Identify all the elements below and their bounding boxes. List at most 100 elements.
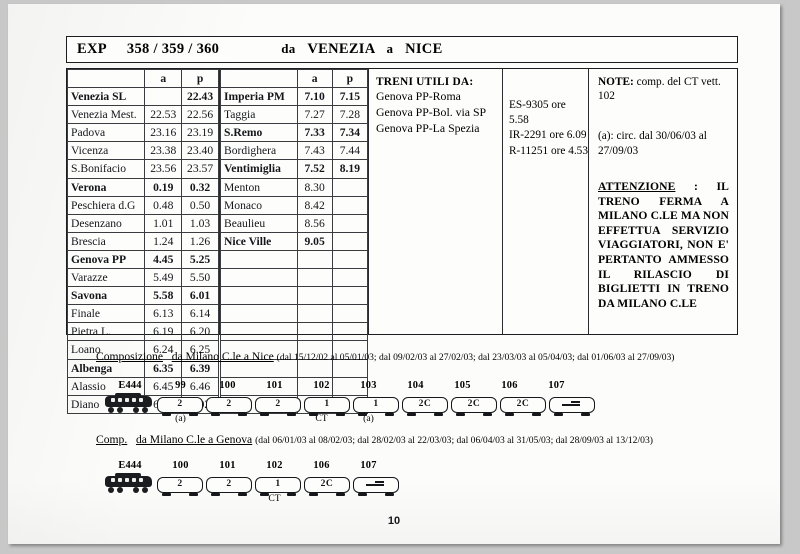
table-row[interactable]: Genova PP 4.45 5.25 — [66, 249, 219, 270]
left-stops-section: a p Venezia SL 22.43 Venezia Mest. 22.53 22.56… — [66, 68, 220, 414]
stop-name: Varazze — [66, 268, 146, 288]
locomotive-icon — [103, 473, 155, 493]
departure-time: 5.50 — [181, 268, 219, 288]
route-from-word: da — [281, 41, 296, 56]
table-row[interactable]: Taggia 7.27 7.28 — [220, 105, 369, 125]
table-row-empty — [220, 340, 369, 360]
arrival-time: 6.19 — [144, 322, 183, 342]
carriage-class: 2 — [226, 398, 232, 409]
table-row[interactable]: Verona 0.19 0.32 — [66, 177, 219, 197]
stop-name: Padova — [66, 123, 146, 143]
departure-column-header: p — [181, 68, 219, 89]
carriage[interactable]: 2C — [451, 397, 497, 416]
table-row[interactable]: Peschiera d.G 0.48 0.50 — [66, 195, 219, 215]
table-row[interactable]: Brescia 1.24 1.26 — [66, 231, 219, 251]
car-annotation-row: (a) CT (a) — [103, 413, 598, 426]
arrival-time: 5.58 — [144, 286, 183, 306]
stop-name: Verona — [66, 177, 146, 197]
car-number: 101 — [266, 380, 283, 391]
stop-name — [220, 304, 298, 324]
arrival-column-header: a — [296, 68, 333, 89]
table-row[interactable]: Menton 8.30 — [220, 177, 369, 197]
stop-name: Savona — [66, 286, 146, 306]
note-text: comp. del CT vett. 102 — [598, 76, 721, 102]
connections-routes-list: Genova PP-Roma Genova PP-Bol. via SP Genov… — [369, 88, 502, 137]
carriage-class: 2C — [516, 398, 530, 409]
carriage[interactable]: 2 — [157, 477, 203, 496]
table-row[interactable]: Beaulieu 8.56 — [220, 213, 369, 233]
car-number: 100 — [172, 460, 189, 471]
car-number: 101 — [219, 460, 236, 471]
carriage[interactable]: 1 — [255, 477, 301, 496]
sleeper-berth-icon[interactable] — [353, 477, 399, 496]
composition-caption-1: Composizione da Milano C.le a Nice (dal … — [96, 350, 675, 363]
arrival-column-header: a — [144, 68, 183, 89]
carriage[interactable]: 2 — [206, 477, 252, 496]
table-row[interactable]: Pietra L. 6.19 6.20 — [66, 322, 219, 342]
table-row[interactable]: Monaco 8.42 — [220, 195, 369, 215]
stop-name: Albenga — [66, 358, 146, 378]
route-to-word: a — [386, 41, 394, 56]
stop-name: Venezia Mest. — [66, 105, 146, 125]
table-row[interactable]: Bordighera 7.43 7.44 — [220, 141, 369, 161]
departure-time: 1.26 — [181, 231, 219, 251]
carriage-class: 2C — [320, 478, 334, 489]
arrival-time — [296, 286, 333, 306]
table-row[interactable]: Desenzano 1.01 1.03 — [66, 213, 219, 233]
departure-time: 6.25 — [181, 340, 219, 360]
arrival-time — [296, 304, 333, 324]
arrival-time: 6.13 — [144, 304, 183, 324]
table-row[interactable]: Savona 5.58 6.01 — [66, 286, 219, 306]
arrival-time: 8.30 — [296, 177, 333, 197]
departure-time: 6.20 — [181, 322, 219, 342]
table-row[interactable]: Alassio 6.45 6.46 — [66, 376, 219, 396]
table-row-empty — [220, 358, 369, 378]
carriage[interactable]: 2C — [402, 397, 448, 416]
table-row[interactable]: Nice Ville 9.05 — [220, 231, 369, 251]
table-row[interactable]: Imperia PM 7.10 7.15 — [220, 87, 369, 107]
departure-column-header: p — [331, 68, 369, 89]
sleeper-berth-icon[interactable] — [549, 397, 595, 416]
warning-text: : IL TRENO FERMA A MILANO C.LE MA NON EF… — [598, 180, 729, 310]
car-number: 100 — [219, 380, 236, 391]
left-stops-table: a p Venezia SL 22.43 Venezia Mest. 22.53 22.56… — [66, 68, 219, 414]
right-stops-section: a p Imperia PM 7.10 7.15 Taggia 7.27 7.28 S.Remo… — [220, 68, 369, 414]
carriage[interactable]: 2C — [500, 397, 546, 416]
departure-time: 22.56 — [181, 105, 219, 125]
carriage[interactable]: 1 — [353, 397, 399, 416]
carriage[interactable]: 1 — [304, 397, 350, 416]
stop-name: Pietra L. — [66, 322, 146, 342]
table-row[interactable]: Ventimiglia 7.52 8.19 — [220, 159, 369, 179]
train-composition-diagram-2: E444 100 101 102 106 107 2 2 1 2C CT — [103, 460, 402, 506]
stop-name — [220, 268, 298, 288]
carriage-class: 1 — [324, 398, 330, 409]
table-row[interactable]: S.Remo 7.33 7.34 — [220, 123, 369, 143]
carriage[interactable]: 2 — [157, 397, 203, 416]
notes-section: NOTE: comp. del CT vett. 102 (a): circ. … — [589, 69, 737, 334]
arrival-time: 7.10 — [296, 87, 333, 107]
stop-name: Finale — [66, 304, 146, 324]
table-row[interactable]: Vicenza 23.38 23.40 — [66, 141, 219, 161]
departure-time: 8.19 — [331, 159, 369, 179]
table-row[interactable]: Varazze 5.49 5.50 — [66, 268, 219, 288]
carriage[interactable]: 2 — [255, 397, 301, 416]
carriage[interactable]: 2C — [304, 477, 350, 496]
departure-time — [331, 213, 369, 233]
car-number: 99 — [175, 380, 186, 391]
carriage-class: 1 — [373, 398, 379, 409]
table-row[interactable]: Venezia SL 22.43 — [66, 87, 219, 107]
carriage[interactable]: 2 — [206, 397, 252, 416]
departure-time: 0.32 — [181, 177, 219, 197]
table-row[interactable]: S.Bonifacio 23.56 23.57 — [66, 159, 219, 179]
arrival-time — [296, 268, 333, 288]
table-row[interactable]: Albenga 6.35 6.39 — [66, 358, 219, 378]
table-row-empty — [220, 304, 369, 324]
table-row[interactable]: Finale 6.13 6.14 — [66, 304, 219, 324]
stop-name: S.Bonifacio — [66, 159, 146, 179]
car-row: 2 2 2 1 1 2C 2C 2C — [103, 393, 598, 416]
table-row[interactable]: Venezia Mest. 22.53 22.56 — [66, 105, 219, 125]
table-row[interactable]: Padova 23.16 23.19 — [66, 123, 219, 143]
connections-title: TRENI UTILI DA: — [376, 76, 474, 88]
